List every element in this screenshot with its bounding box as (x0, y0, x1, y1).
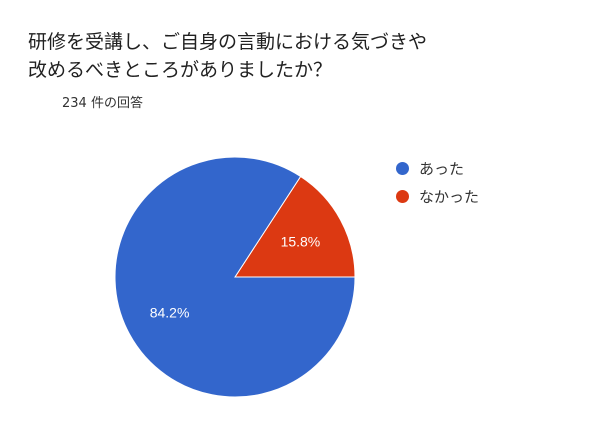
question-title-line-2: 改めるべきところがありましたか？ (28, 59, 333, 81)
legend-item-0[interactable]: あった (396, 154, 479, 182)
legend-swatch-1 (396, 189, 409, 203)
pie-label-1: 15.8% (281, 234, 321, 250)
legend-item-1[interactable]: なかった (396, 182, 479, 210)
legend-label-1: なかった (419, 187, 480, 206)
response-count: 234 件の回答 (62, 96, 143, 111)
question-title-line-1: 研修を受講し、ご自身の言動における気づきや (28, 31, 428, 53)
pie-label-0: 84.2% (150, 304, 190, 320)
legend-label-0: あった (419, 159, 465, 178)
question-title: 研修を受講し、ご自身の言動における気づきや 改めるべきところがありましたか？ (28, 28, 568, 84)
chart-legend: あった なかった (396, 154, 479, 210)
pie-slice-0[interactable] (114, 156, 356, 398)
legend-swatch-0 (396, 161, 409, 175)
pie-slice-1[interactable] (234, 175, 356, 278)
